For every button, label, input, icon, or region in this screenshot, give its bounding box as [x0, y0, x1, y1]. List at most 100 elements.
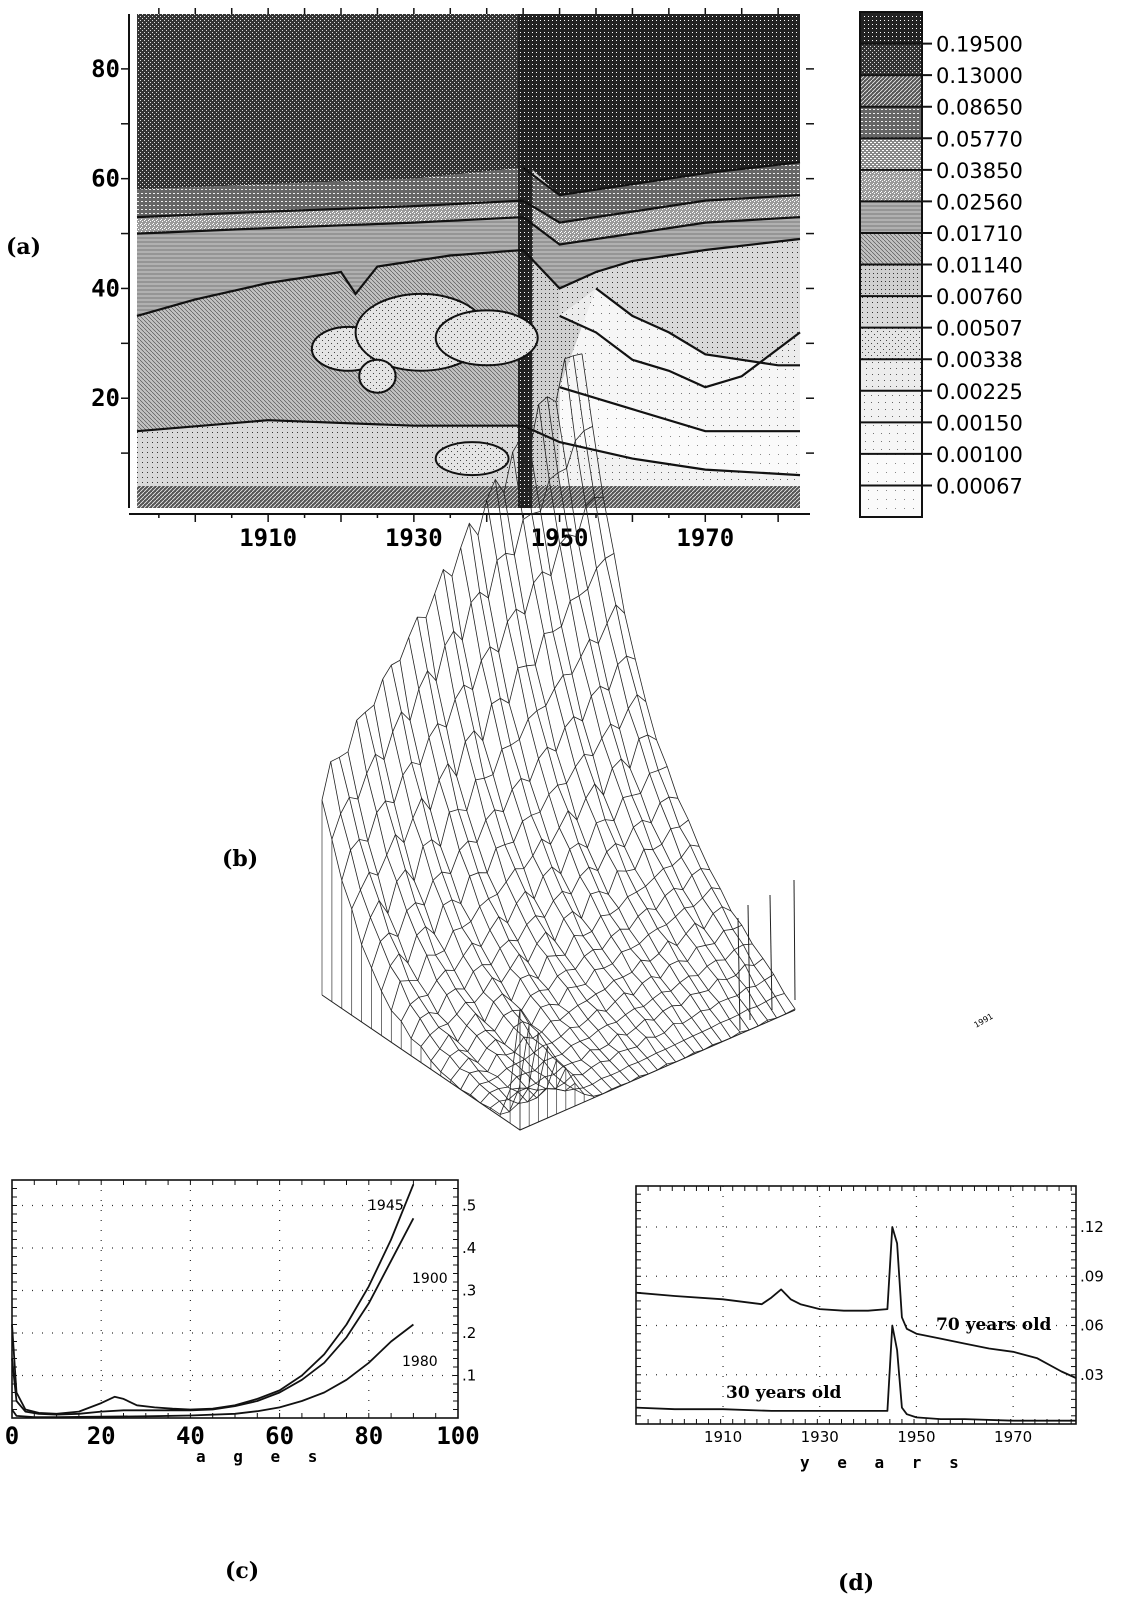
- years-chart-y-tick-label: .09: [1080, 1267, 1104, 1285]
- contour-line-0.00338: [136, 419, 801, 477]
- surface-spike: [747, 904, 751, 1021]
- panel-label-a: (a): [6, 234, 41, 260]
- surface-col-line: [490, 958, 764, 1109]
- band-right-young: [559, 387, 800, 476]
- years-chart-series-line: [635, 1324, 1076, 1422]
- legend-label: 0.08650: [936, 96, 1023, 120]
- band-child-left: [137, 420, 524, 486]
- surface-col-line: [470, 924, 742, 1095]
- ages-chart-series-label: 1980: [402, 1354, 438, 1370]
- surface-col-line: [480, 943, 753, 1104]
- legend-swatch: [860, 453, 922, 486]
- panel-label-b: (b): [222, 846, 258, 872]
- panel-d-line-chart: 70 years old 30 years old 1910 1930 1950 197…: [635, 1185, 1104, 1596]
- years-chart-x-tick-label: 1950: [897, 1428, 935, 1446]
- surface-col-line: [341, 496, 604, 881]
- contour-line-0.00100: [595, 287, 800, 367]
- heatmap-x-tick-label: 1910: [239, 524, 297, 552]
- years-chart-grid: [636, 1186, 1076, 1424]
- surface-col-line: [510, 993, 785, 1092]
- heatmap-y-tick-label: 40: [91, 274, 120, 302]
- legend-label: 0.01140: [936, 254, 1023, 278]
- surface-col-line: [321, 353, 583, 801]
- legend-label: 0.19500: [936, 33, 1023, 57]
- heatmap-contours: [136, 161, 801, 477]
- heatmap-legend: 0.19500 0.13000 0.08650 0.05770 0.03850 0.025…: [859, 11, 1023, 518]
- legend-swatch: [860, 75, 922, 108]
- surface-col-line: [430, 844, 700, 1061]
- legend-swatch: [860, 327, 922, 360]
- legend-label: 0.13000: [936, 64, 1023, 88]
- legend-swatch: [860, 43, 922, 76]
- years-chart-series-label: 30 years old: [726, 1383, 842, 1403]
- years-chart-series: 70 years old 30 years old: [635, 1226, 1077, 1422]
- years-chart-x-tick-label: 1970: [994, 1428, 1032, 1446]
- surface-col-line: [371, 655, 636, 969]
- ages-chart-x-tick-label: 60: [265, 1422, 294, 1450]
- ages-chart-y-tick-label: .2: [462, 1324, 476, 1342]
- contour-line-0.00760: [136, 237, 801, 317]
- ages-chart-x-tick-label: 80: [354, 1422, 383, 1450]
- contour-line-0.00225: [559, 386, 800, 433]
- panel-label-c: (c): [225, 1558, 259, 1584]
- ages-chart-grid: [12, 1180, 458, 1418]
- heatmap-x-tick-label: 1930: [385, 524, 443, 552]
- years-chart-x-tick-label: 1910: [704, 1428, 742, 1446]
- legend-swatch: [860, 264, 922, 297]
- ages-axis-title: a g e s: [196, 1447, 326, 1466]
- years-chart-y-tick-label: .03: [1080, 1366, 1104, 1384]
- contour-blob: [358, 358, 397, 394]
- surface-col-line: [351, 553, 615, 909]
- ages-chart-y-tick-label: .1: [462, 1367, 476, 1385]
- ages-chart-x-tick-label: 40: [176, 1422, 205, 1450]
- legend-swatch: [860, 106, 922, 139]
- legend-label: 0.05770: [936, 127, 1023, 151]
- years-chart-frame: [635, 1185, 1077, 1425]
- ages-chart-series-line: [11, 1323, 414, 1419]
- surface-row-line: [503, 492, 713, 1046]
- legend-swatch: [860, 232, 922, 265]
- legend-swatch: [860, 12, 922, 45]
- ages-chart-y-tick-label: .3: [462, 1282, 476, 1300]
- surface-col-line: [460, 906, 732, 1090]
- legend-swatch: [860, 390, 922, 423]
- legend-label: 0.00225: [936, 380, 1023, 404]
- surface-col-line: [410, 796, 678, 1039]
- surface-mesh: [321, 353, 796, 1131]
- surface-col-line: [361, 604, 625, 945]
- contour-blob: [434, 441, 510, 477]
- band-infant: [137, 486, 800, 508]
- band-60-65: [137, 162, 800, 223]
- years-chart-series-line: [635, 1226, 1077, 1379]
- ages-chart-x-tick-label: 100: [436, 1422, 479, 1450]
- ages-chart-series: 1945 1900 1980: [11, 1183, 448, 1419]
- years-axis-title: y e a r s: [800, 1453, 968, 1472]
- years-chart-y-tick-label: .06: [1080, 1317, 1104, 1335]
- contour-line-0.00150: [559, 314, 801, 389]
- heatmap-y-tick-label: 20: [91, 384, 120, 412]
- ages-chart-series-line: [11, 1217, 415, 1416]
- legend-label: 0.00338: [936, 348, 1023, 372]
- legend-label: 0.00100: [936, 443, 1023, 467]
- legend-swatch: [860, 201, 922, 234]
- surface-base-edge: [321, 994, 796, 1131]
- legend-label: 0.02560: [936, 190, 1023, 214]
- legend-swatch: [860, 296, 922, 329]
- surface-row-line: [347, 751, 548, 1103]
- band-top-left: [137, 14, 524, 190]
- band-top-old-ages: [137, 14, 800, 196]
- legend-swatch: [860, 169, 922, 202]
- panel-c-line-chart: 1945 1900 1980 0 20 40 60 80 100 .1 .2 .3 .4 .5 a g …: [5, 1179, 480, 1584]
- legend-label: 0.01710: [936, 222, 1023, 246]
- surface-row-line: [390, 665, 594, 1097]
- contour-line-0.01140: [136, 215, 801, 246]
- contour-line-0.01710: [136, 194, 801, 224]
- ages-chart-series-label: 1900: [412, 1271, 448, 1287]
- legend-label: 0.00067: [936, 474, 1023, 498]
- surface-col-line: [400, 766, 668, 1022]
- surface-col-line: [381, 694, 647, 992]
- surface-col-line: [440, 868, 710, 1072]
- legend-swatch: [860, 138, 922, 171]
